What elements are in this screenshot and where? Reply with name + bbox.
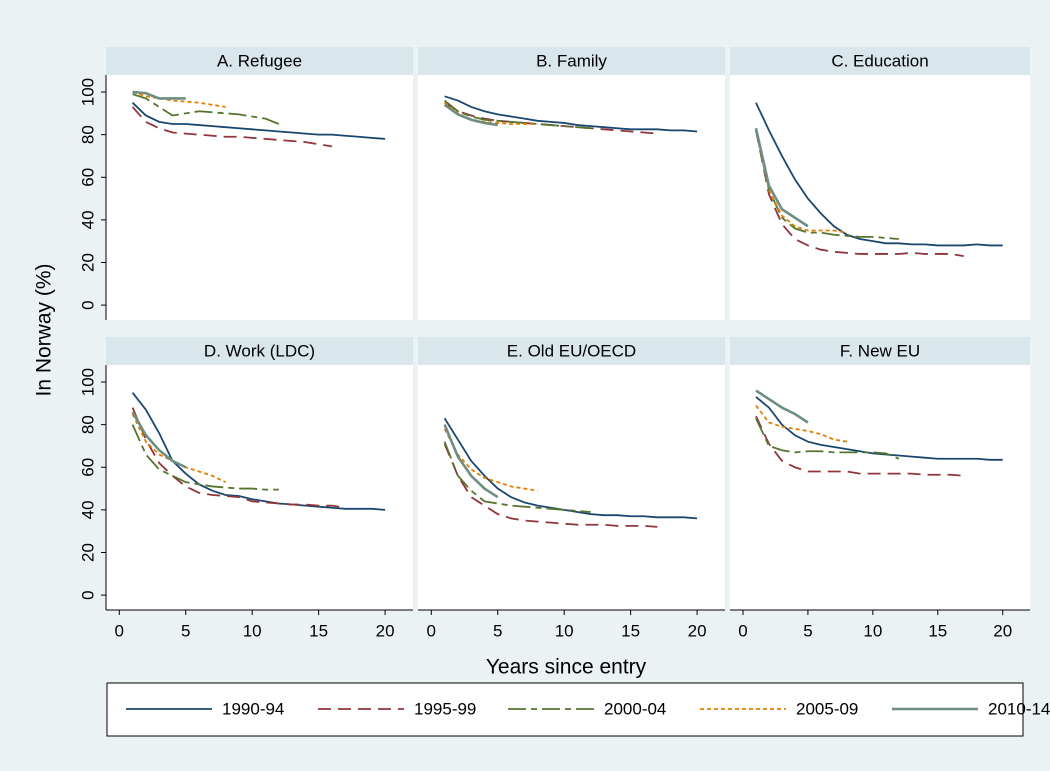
x-tick-label: 20 bbox=[993, 621, 1012, 640]
y-tick-label: 20 bbox=[78, 253, 97, 272]
y-tick-label: 20 bbox=[78, 543, 97, 562]
x-tick-label: 10 bbox=[555, 621, 574, 640]
plot-area bbox=[730, 75, 1030, 320]
x-axis-label: Years since entry bbox=[486, 656, 647, 679]
series-line bbox=[443, 443, 658, 528]
series-line bbox=[755, 102, 1003, 247]
legend-label: 1990-94 bbox=[222, 699, 284, 718]
series-line bbox=[755, 130, 964, 257]
series-line bbox=[131, 411, 187, 469]
series-line bbox=[755, 415, 964, 477]
series-line bbox=[131, 102, 386, 140]
legend-label: 1995-99 bbox=[414, 699, 476, 718]
x-tick-label: 5 bbox=[803, 621, 812, 640]
plot-area bbox=[106, 365, 413, 610]
series-line bbox=[754, 127, 809, 228]
x-tick-label: 10 bbox=[243, 621, 262, 640]
series-line bbox=[443, 103, 498, 127]
series-line bbox=[444, 101, 538, 125]
legend-label: 2000-04 bbox=[604, 699, 666, 718]
y-axis-label: In Norway (%) bbox=[33, 263, 56, 396]
legend-label: 2010-14 bbox=[988, 699, 1050, 718]
x-tick-label: 10 bbox=[863, 621, 882, 640]
panel-header bbox=[418, 47, 725, 75]
series-line bbox=[131, 424, 279, 491]
plot-area bbox=[418, 365, 725, 610]
y-tick-label: 40 bbox=[78, 500, 97, 519]
series-line bbox=[132, 93, 280, 125]
x-tick-label: 15 bbox=[309, 621, 328, 640]
x-tick-label: 5 bbox=[181, 621, 190, 640]
panel-title: F. New EU bbox=[840, 341, 920, 360]
y-tick-label: 80 bbox=[78, 415, 97, 434]
x-tick-label: 0 bbox=[738, 621, 747, 640]
series-line bbox=[755, 130, 899, 240]
panel-header bbox=[730, 337, 1030, 365]
series-line bbox=[443, 441, 591, 513]
series-line bbox=[132, 90, 186, 100]
panel-title: C. Education bbox=[831, 51, 928, 70]
plot-area bbox=[106, 75, 413, 320]
y-tick-label: 100 bbox=[78, 78, 97, 106]
x-tick-label: 0 bbox=[115, 621, 124, 640]
panel-header bbox=[106, 337, 413, 365]
x-tick-label: 20 bbox=[376, 621, 395, 640]
series-line bbox=[444, 95, 698, 133]
panel-header bbox=[106, 47, 413, 75]
series-line bbox=[443, 424, 499, 499]
x-tick-label: 20 bbox=[688, 621, 707, 640]
y-tick-label: 40 bbox=[78, 210, 97, 229]
x-tick-label: 15 bbox=[621, 621, 640, 640]
panel-title: A. Refugee bbox=[217, 51, 302, 70]
y-tick-label: 100 bbox=[78, 368, 97, 396]
series-line bbox=[444, 99, 591, 130]
series-line bbox=[755, 389, 809, 424]
panel-header bbox=[730, 47, 1030, 75]
series-line bbox=[755, 128, 848, 234]
panel-title: B. Family bbox=[536, 51, 607, 70]
x-tick-label: 5 bbox=[493, 621, 502, 640]
y-tick-label: 60 bbox=[78, 168, 97, 187]
series-line bbox=[755, 404, 848, 443]
series-line bbox=[755, 417, 900, 460]
series-line bbox=[131, 407, 346, 509]
y-tick-label: 60 bbox=[78, 458, 97, 477]
series-line bbox=[755, 396, 1003, 461]
plot-area bbox=[418, 75, 725, 320]
x-tick-label: 15 bbox=[928, 621, 947, 640]
y-tick-label: 80 bbox=[78, 125, 97, 144]
series-line bbox=[131, 106, 333, 148]
y-tick-label: 0 bbox=[78, 300, 97, 309]
y-tick-label: 0 bbox=[78, 590, 97, 599]
legend-label: 2005-09 bbox=[796, 699, 858, 718]
x-tick-label: 0 bbox=[427, 621, 436, 640]
panel-title: D. Work (LDC) bbox=[204, 341, 315, 360]
series-line bbox=[132, 91, 226, 108]
series-line bbox=[443, 428, 538, 492]
panel-title: E. Old EU/OECD bbox=[507, 341, 636, 360]
panel-header bbox=[418, 337, 725, 365]
